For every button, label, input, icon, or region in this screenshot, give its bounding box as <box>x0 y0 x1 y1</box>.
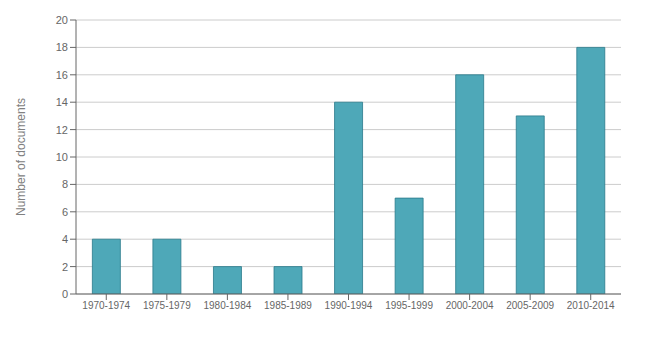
svg-text:1980-1984: 1980-1984 <box>203 300 251 311</box>
svg-text:20: 20 <box>56 14 68 26</box>
svg-text:1970-1974: 1970-1974 <box>82 300 130 311</box>
svg-text:Number of documents: Number of documents <box>14 98 28 216</box>
svg-text:14: 14 <box>56 96 68 108</box>
svg-text:12: 12 <box>56 124 68 136</box>
svg-text:8: 8 <box>62 178 68 190</box>
svg-text:4: 4 <box>62 233 68 245</box>
svg-text:10: 10 <box>56 151 68 163</box>
svg-text:16: 16 <box>56 69 68 81</box>
svg-text:1995-1999: 1995-1999 <box>385 300 433 311</box>
svg-text:6: 6 <box>62 206 68 218</box>
svg-text:18: 18 <box>56 41 68 53</box>
svg-text:0: 0 <box>62 288 68 300</box>
svg-text:2: 2 <box>62 261 68 273</box>
svg-text:1990-1994: 1990-1994 <box>325 300 373 311</box>
svg-text:1985-1989: 1985-1989 <box>264 300 312 311</box>
svg-text:2005-2009: 2005-2009 <box>506 300 554 311</box>
svg-text:2000-2004: 2000-2004 <box>446 300 494 311</box>
svg-text:2010-2014: 2010-2014 <box>567 300 615 311</box>
svg-text:1975-1979: 1975-1979 <box>143 300 191 311</box>
